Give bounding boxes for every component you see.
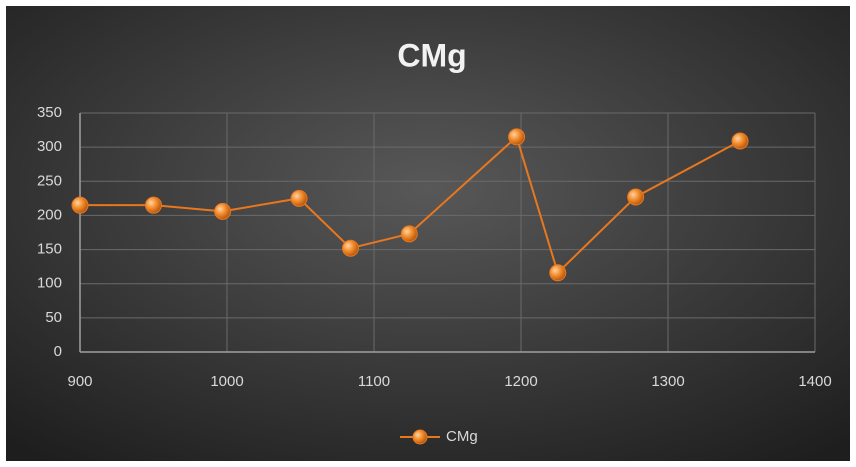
x-tick-label: 1400: [798, 373, 831, 390]
data-point: [400, 225, 418, 243]
data-point: [627, 188, 645, 206]
chart-background: [6, 6, 850, 461]
x-tick-label: 1300: [651, 373, 684, 390]
x-tick-label: 1000: [210, 373, 243, 390]
data-point: [731, 132, 749, 150]
data-point: [71, 196, 89, 214]
data-point: [341, 239, 359, 257]
x-tick-label: 1100: [358, 373, 390, 390]
y-tick-label: 300: [37, 138, 62, 155]
x-tick-label: 900: [67, 373, 92, 390]
legend-label: CMg: [446, 428, 478, 445]
y-tick-label: 250: [37, 172, 62, 189]
y-tick-label: 50: [45, 309, 62, 326]
data-point: [214, 202, 232, 220]
y-tick-label: 0: [54, 343, 62, 360]
chart-title: CMg: [397, 37, 466, 73]
y-tick-label: 350: [37, 104, 62, 121]
y-tick-label: 150: [37, 241, 62, 258]
series-line: [80, 135, 741, 275]
data-point: [549, 264, 567, 282]
y-tick-label: 100: [37, 275, 62, 292]
data-point: [508, 128, 526, 146]
legend-marker: [412, 429, 428, 445]
x-tick-label: 1200: [504, 373, 537, 390]
data-point: [145, 196, 162, 214]
data-point: [290, 189, 308, 207]
y-tick-label: 200: [37, 206, 62, 223]
